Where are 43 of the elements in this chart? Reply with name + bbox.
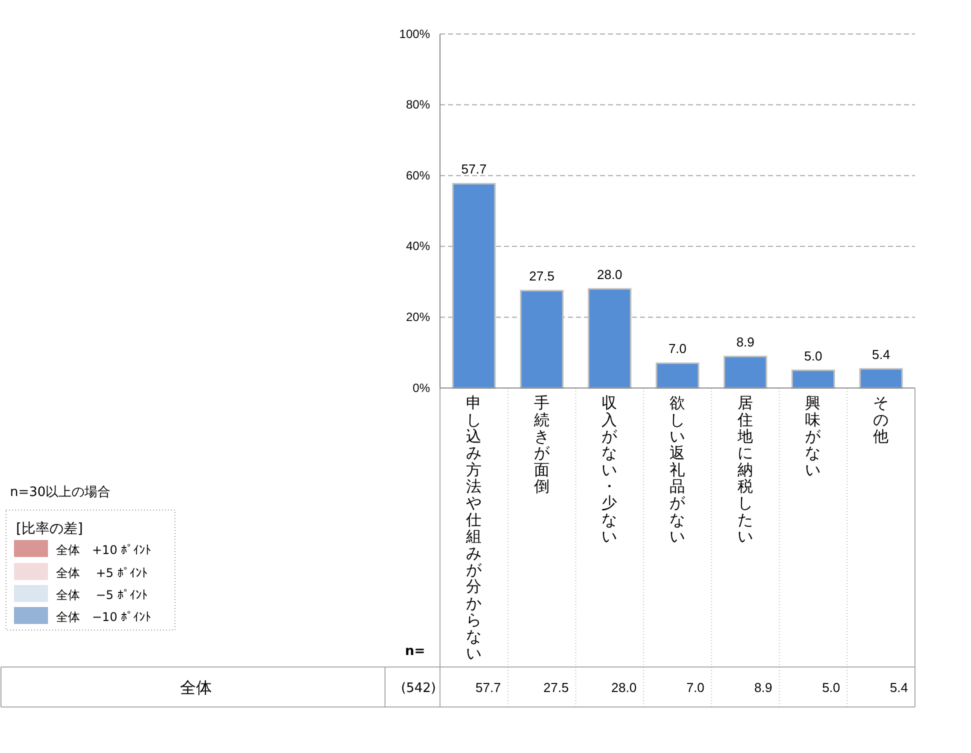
data-label: 28.0 <box>611 680 637 695</box>
category-label: 居住地に納税したい <box>737 395 754 546</box>
y-tick-label: 0% <box>412 380 430 395</box>
text: 8.9 <box>736 334 754 350</box>
x-tick-label: 手続きが面倒 <box>532 394 551 496</box>
category-label: 欲しい返礼品がない <box>670 395 686 546</box>
text: n= <box>405 644 426 659</box>
text: 57.7 <box>461 162 487 177</box>
data-label: 8.9 <box>754 680 772 695</box>
bar <box>452 182 496 389</box>
text: 全体 −5 ﾎﾟｲﾝﾄ <box>56 588 148 602</box>
bar <box>520 290 564 389</box>
bar <box>724 356 768 389</box>
category-label: 収入がない・少ない <box>602 395 618 546</box>
bar <box>859 368 903 389</box>
text: 全体 −10 ﾎﾟｲﾝﾄ <box>56 610 152 624</box>
data-label: 7.0 <box>686 680 704 695</box>
category-label: 申し込み方法や仕組みが分からない <box>466 395 482 662</box>
data-label: 57.7 <box>476 680 501 695</box>
y-tick-label: 20% <box>406 310 430 324</box>
text: 28.0 <box>596 266 622 282</box>
data-label: 27.5 <box>543 680 569 695</box>
text: 7.0 <box>668 341 687 356</box>
bar <box>588 288 632 389</box>
y-tick-label: 40% <box>406 239 430 254</box>
x-tick-label: その他 <box>873 395 890 446</box>
text: 全体 +5 ﾎﾟｲﾝﾄ <box>56 566 148 580</box>
text: 全体 +10 ﾎﾟｲﾝﾄ <box>56 543 152 557</box>
text: n=30以上の場合 <box>10 485 111 500</box>
y-tick-label: 60% <box>406 168 430 182</box>
y-tick-label: 100% <box>399 26 430 41</box>
text: 5.4 <box>872 346 890 362</box>
bar <box>791 370 835 389</box>
data-label: 5.0 <box>822 680 840 695</box>
bar <box>656 362 700 389</box>
text: [比率の差] <box>16 521 83 537</box>
text: 27.5 <box>529 268 554 284</box>
text: (542) <box>401 681 436 696</box>
text: 5.0 <box>804 348 822 364</box>
x-tick-label: 興味がない <box>805 395 822 479</box>
data-label: 5.4 <box>890 680 908 695</box>
y-tick-label: 80% <box>406 98 430 112</box>
text: 全体 <box>180 678 212 697</box>
